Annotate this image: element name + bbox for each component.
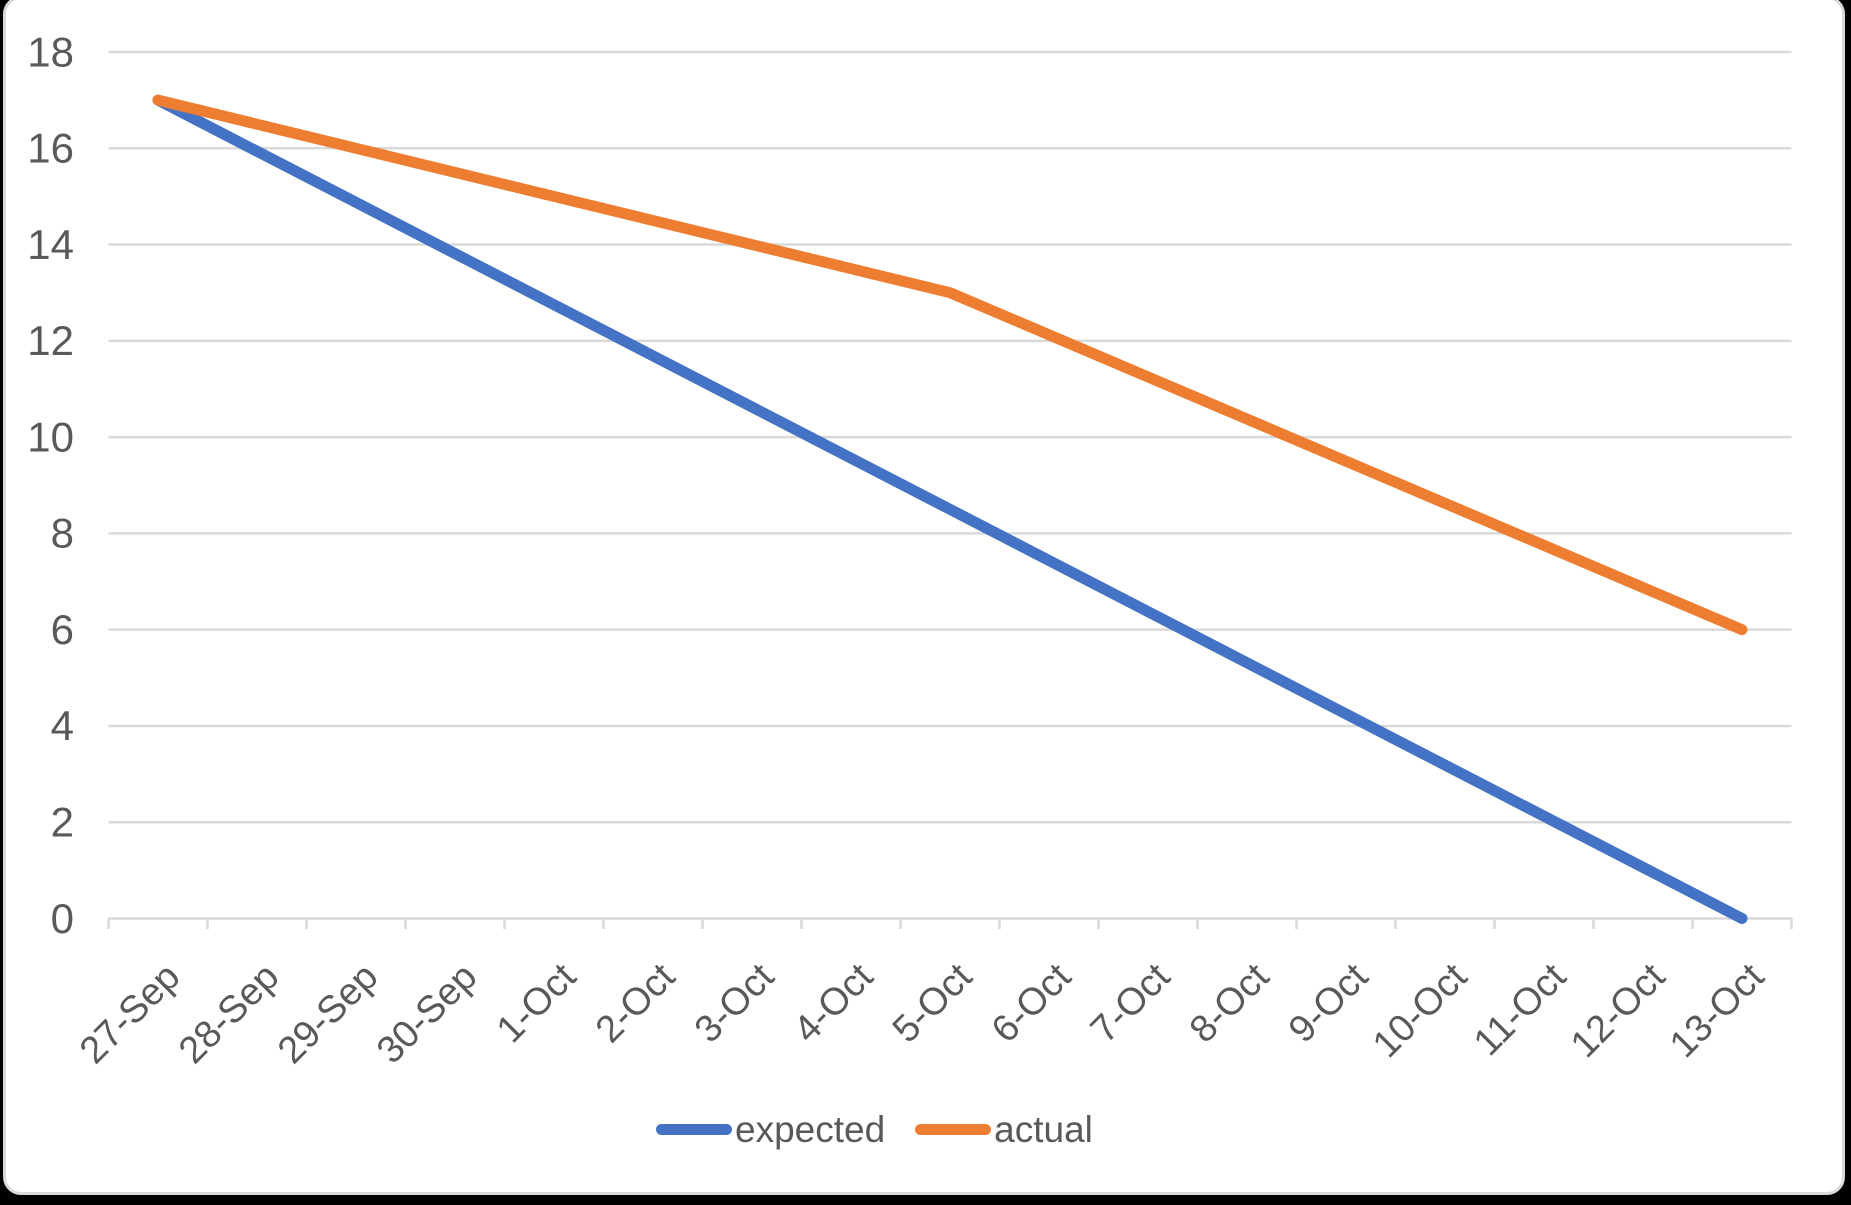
legend-swatch-actual-icon — [915, 1123, 992, 1135]
x-tick-label: 5-Oct — [885, 955, 981, 1051]
legend-label-expected: expected — [735, 1108, 886, 1150]
x-tick-label: 4-Oct — [786, 955, 882, 1051]
x-tick-label: 27-Sep — [72, 956, 188, 1072]
x-tick-label: 13-Oct — [1662, 955, 1773, 1066]
y-tick-label: 8 — [51, 510, 74, 557]
y-tick-label: 10 — [27, 413, 74, 460]
x-tick-label: 7-Oct — [1083, 955, 1179, 1051]
y-tick-label: 0 — [51, 895, 74, 942]
x-tick-label: 10-Oct — [1365, 955, 1476, 1066]
x-tick-label: 6-Oct — [984, 955, 1080, 1051]
x-tick-label: 1-Oct — [489, 955, 585, 1051]
chart-frame — [3, 0, 1845, 1195]
x-tick-label: 8-Oct — [1182, 955, 1278, 1051]
y-tick-label: 14 — [27, 221, 74, 268]
legend: expected actual — [656, 1106, 1093, 1152]
x-tick-label: 11-Oct — [1466, 955, 1575, 1064]
series-line-actual — [152, 94, 1748, 636]
y-tick-label: 6 — [51, 606, 74, 653]
x-tick-label: 29-Sep — [270, 956, 386, 1072]
x-tick-label: 28-Sep — [171, 956, 287, 1072]
legend-swatch-expected-icon — [656, 1123, 732, 1135]
x-tick-label: 9-Oct — [1281, 955, 1377, 1051]
y-tick-label: 12 — [27, 317, 74, 364]
x-tick-label: 30-Sep — [369, 956, 485, 1072]
legend-item-expected: expected — [656, 1111, 885, 1148]
legend-item-actual: actual — [915, 1111, 1093, 1148]
y-tick-label: 18 — [27, 28, 74, 75]
legend-label-actual: actual — [994, 1108, 1093, 1150]
y-tick-label: 16 — [27, 125, 74, 172]
y-tick-label: 2 — [51, 799, 74, 846]
x-tick-label: 2-Oct — [588, 955, 684, 1051]
series-line-expected — [152, 94, 1748, 924]
x-tick-label: 3-Oct — [687, 955, 783, 1051]
y-tick-label: 4 — [51, 702, 74, 749]
x-tick-label: 12-Oct — [1563, 955, 1674, 1066]
